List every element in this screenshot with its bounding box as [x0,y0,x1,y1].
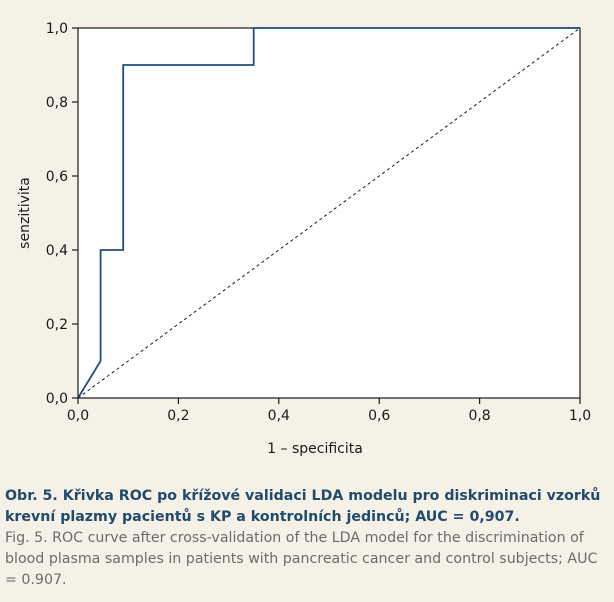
roc-chart: 0,0 0,2 0,4 0,6 0,8 1,0 0,0 0,2 0,4 0,6 0,8 1,0 1 –… [17,21,591,457]
y-tick-label: 0,4 [46,243,68,259]
caption-english: Fig. 5. ROC curve after cross-validation… [5,530,598,588]
x-tick-label: 0,0 [67,408,89,424]
figure-caption: Obr. 5. Křivka ROC po křížové validaci L… [5,486,609,591]
reference-diagonal-line [77,27,581,399]
roc-curve-line [77,27,580,399]
x-axis-label: 1 – specificita [267,441,363,457]
x-tick-label: 1,0 [569,408,591,424]
x-tick-label: 0,8 [468,408,490,424]
x-tick-label: 0,4 [268,408,290,424]
y-tick-label: 0,8 [46,95,68,111]
y-axis-label: senzitivita [17,177,33,249]
caption-czech: Obr. 5. Křivka ROC po křížové validaci L… [5,488,601,525]
x-tick-label: 0,2 [167,408,189,424]
y-tick-label: 0,0 [46,391,68,407]
y-tick-label: 0,2 [46,317,68,333]
y-tick-label: 1,0 [46,21,68,37]
x-tick-label: 0,6 [368,408,390,424]
y-tick-label: 0,6 [46,169,68,185]
